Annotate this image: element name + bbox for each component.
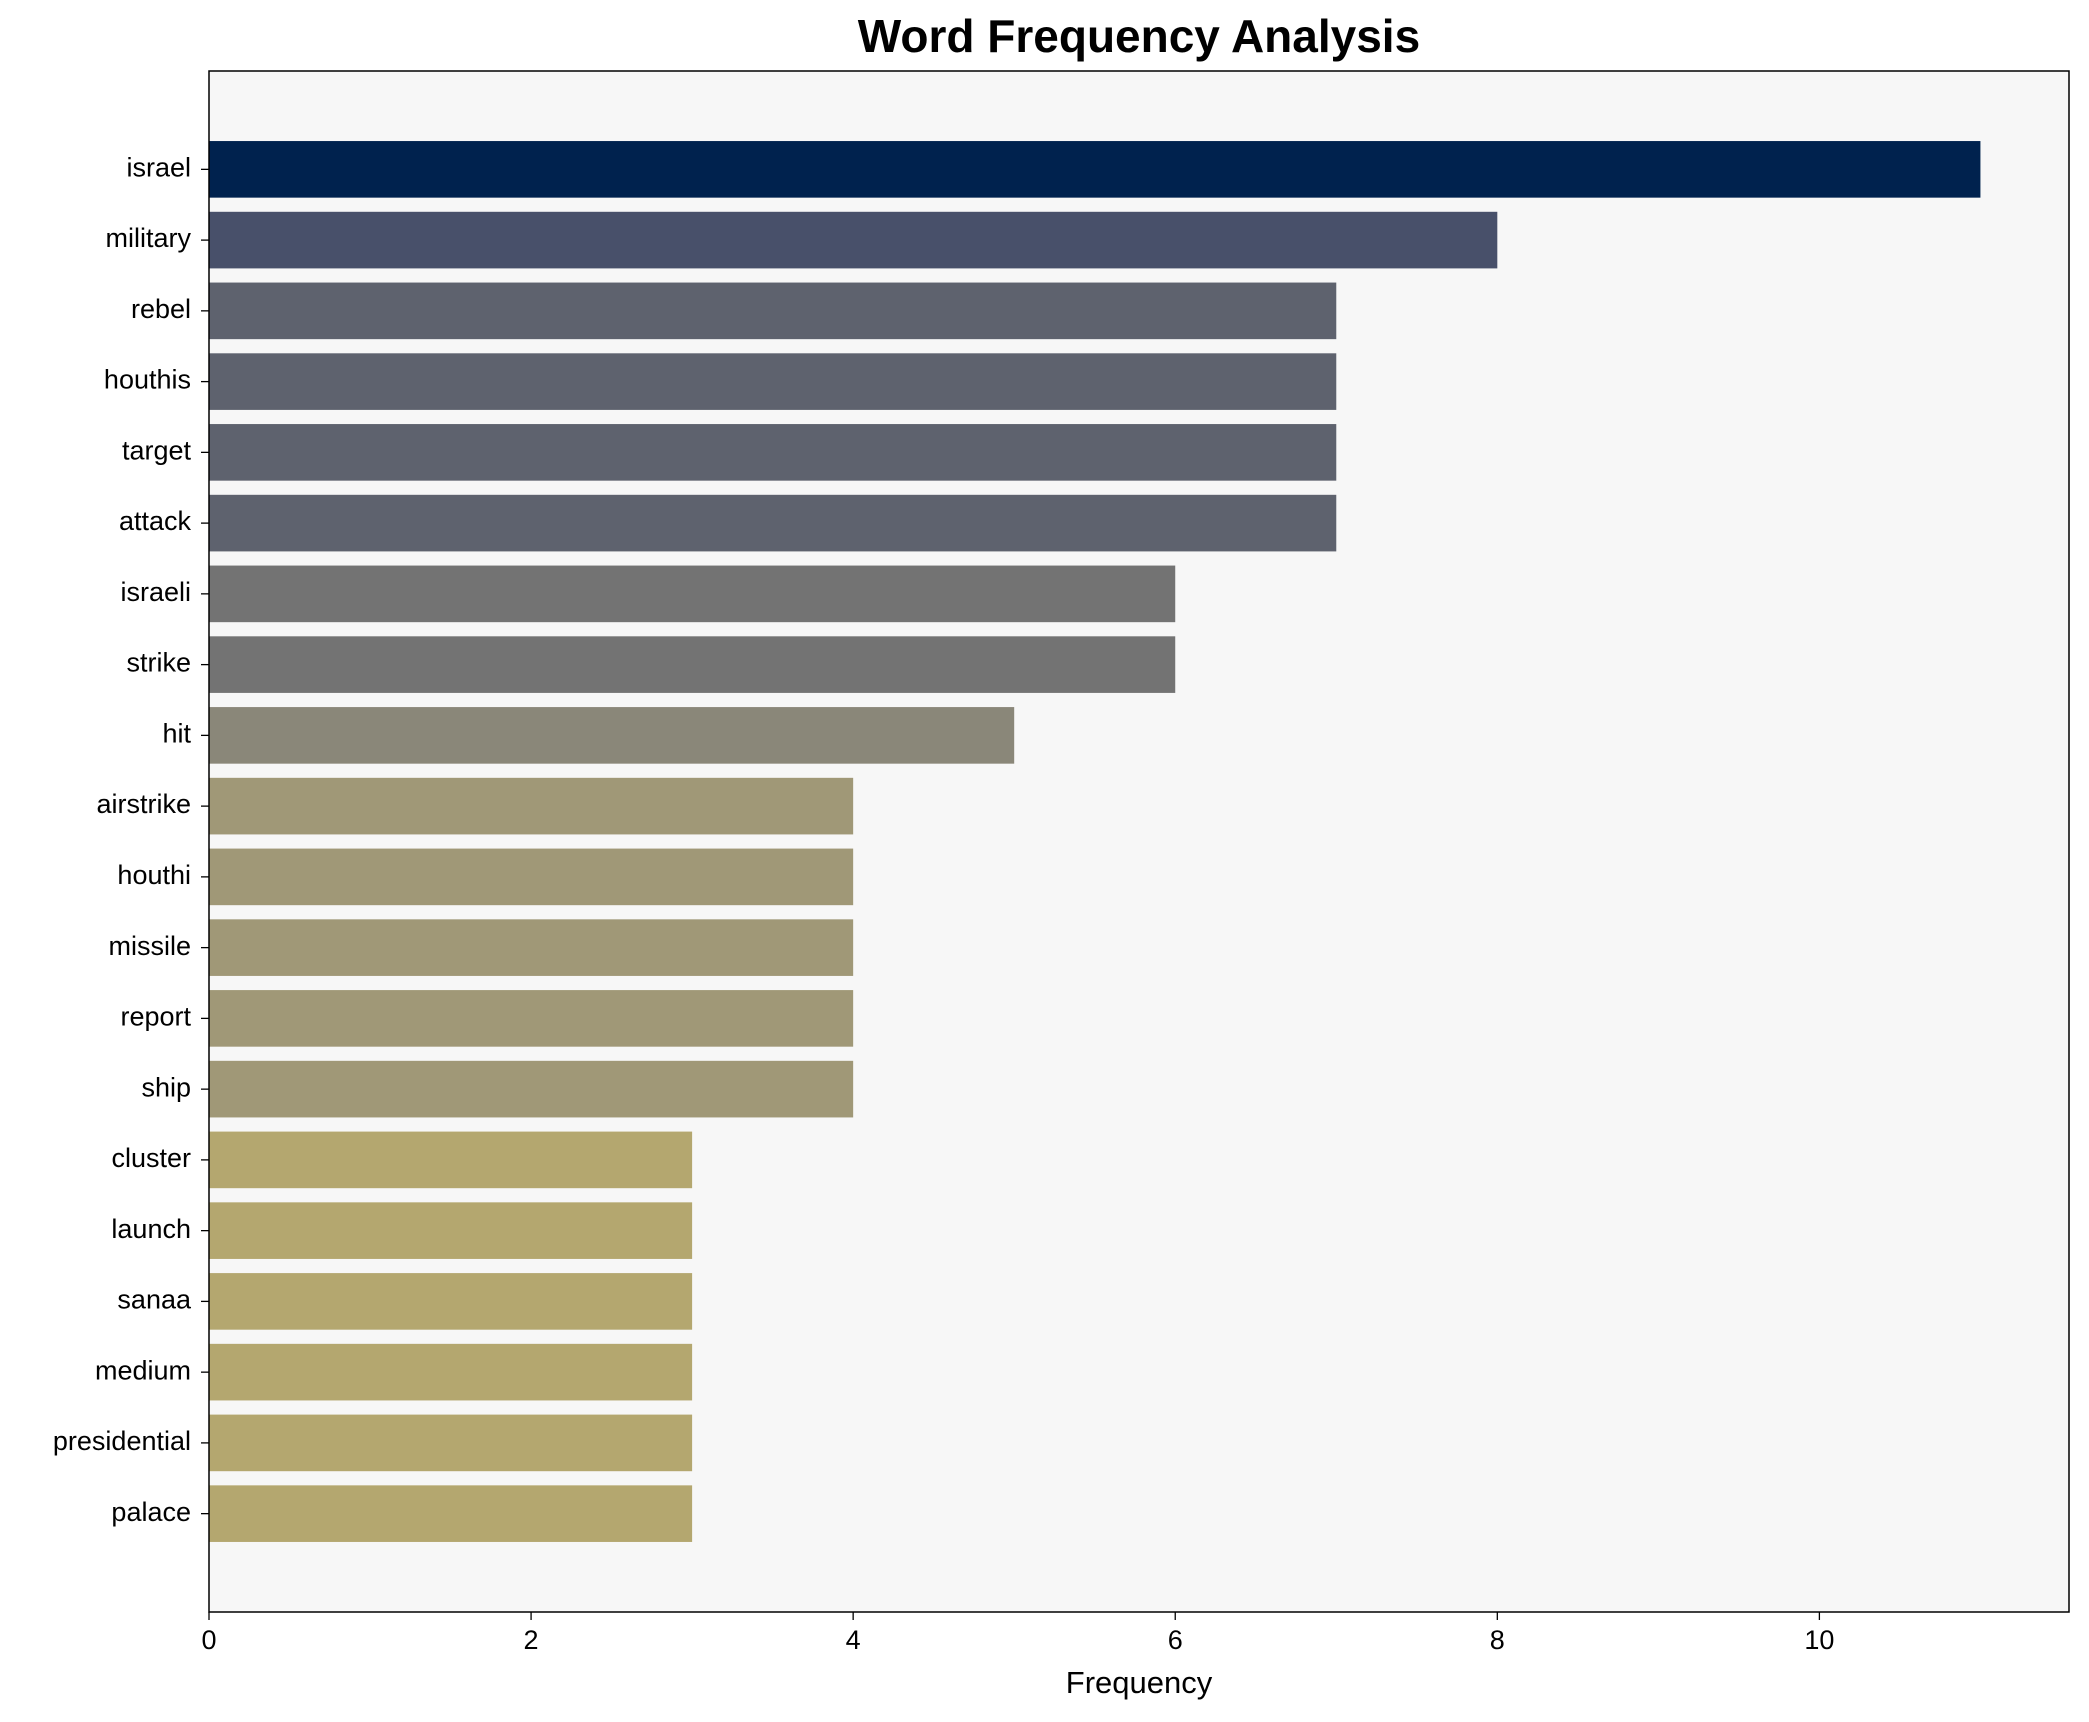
y-tick-label: target	[122, 435, 192, 465]
bar	[209, 848, 854, 906]
y-tick-label: cluster	[111, 1143, 191, 1173]
bar	[209, 919, 854, 976]
bar	[209, 141, 1981, 198]
y-tick-label: attack	[119, 506, 192, 536]
bar	[209, 636, 1176, 693]
bar	[209, 1131, 693, 1189]
y-tick-label: palace	[111, 1497, 191, 1527]
x-tick-label: 2	[524, 1625, 539, 1655]
y-tick-label: israel	[126, 152, 191, 182]
bar	[209, 1202, 693, 1259]
bar	[209, 1414, 693, 1472]
bar	[209, 990, 854, 1047]
x-tick-label: 8	[1490, 1625, 1505, 1655]
y-tick-label: rebel	[131, 294, 191, 324]
bar	[209, 707, 1015, 764]
y-tick-label: houthi	[117, 860, 191, 890]
y-tick-label: launch	[111, 1214, 191, 1244]
y-tick-label: ship	[141, 1072, 191, 1102]
y-tick-label: houthis	[104, 365, 191, 395]
y-tick-label: airstrike	[96, 789, 191, 819]
plot-frame	[208, 70, 2070, 1613]
bar	[209, 1273, 693, 1330]
bar	[209, 494, 1337, 552]
chart-title: Word Frequency Analysis	[858, 10, 1420, 62]
y-tick-label: missile	[108, 931, 191, 961]
x-tick-label: 6	[1168, 1625, 1183, 1655]
y-tick-label: sanaa	[117, 1285, 192, 1315]
y-tick-label: report	[120, 1002, 191, 1032]
bar	[209, 565, 1176, 623]
bar	[209, 353, 1337, 410]
bar	[209, 211, 1498, 269]
x-tick-label: 4	[846, 1625, 861, 1655]
bar	[209, 424, 1337, 481]
y-tick-label: medium	[95, 1355, 191, 1385]
y-tick-label: military	[106, 223, 192, 253]
y-tick-label: israeli	[120, 577, 191, 607]
bar	[209, 777, 854, 835]
bar	[209, 1343, 693, 1401]
y-tick-label: presidential	[53, 1426, 191, 1456]
x-axis-label: Frequency	[1066, 1665, 1213, 1700]
y-tick-label: hit	[162, 718, 191, 748]
bar	[209, 1485, 693, 1542]
x-tick-label: 10	[1804, 1625, 1834, 1655]
y-tick-label: strike	[126, 648, 191, 678]
x-tick-label: 0	[201, 1625, 216, 1655]
bar	[209, 1060, 854, 1118]
bar	[209, 282, 1337, 340]
